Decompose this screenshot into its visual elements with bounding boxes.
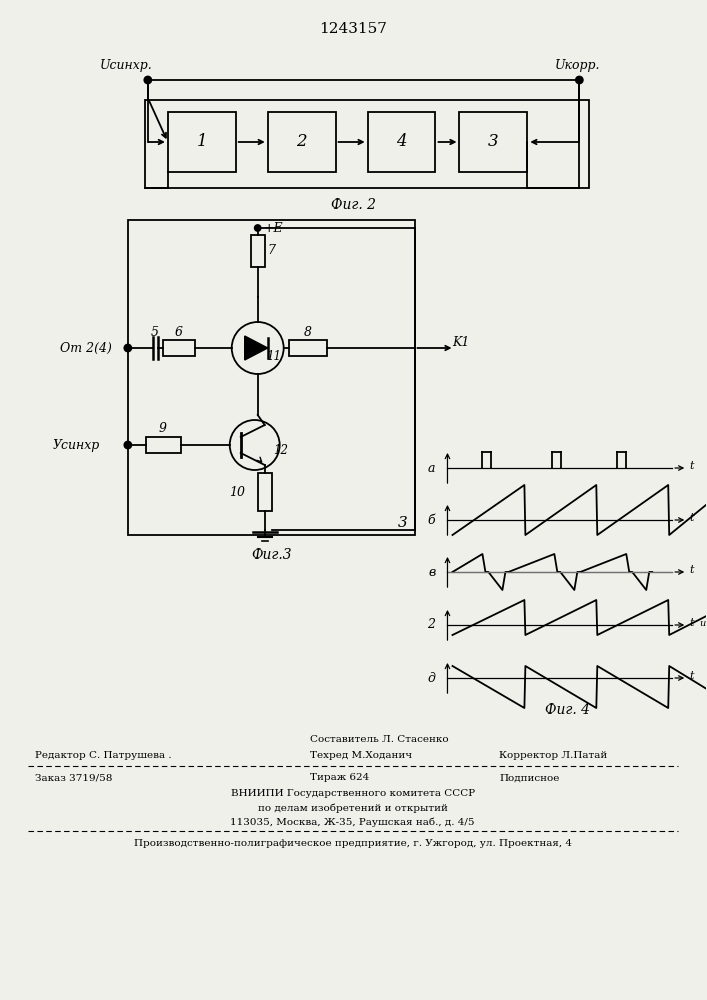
- Text: Фиг. 4: Фиг. 4: [545, 703, 590, 717]
- Bar: [368, 112, 436, 172]
- Polygon shape: [245, 336, 268, 360]
- Circle shape: [144, 77, 151, 84]
- Text: 2: 2: [296, 133, 307, 150]
- Text: 4: 4: [396, 133, 407, 150]
- Bar: [460, 112, 527, 172]
- Circle shape: [575, 77, 583, 84]
- Text: 9: 9: [159, 422, 167, 436]
- Text: Редактор С. Патрушева .: Редактор С. Патрушева .: [35, 752, 172, 760]
- Bar: [145, 100, 590, 188]
- Text: t: t: [689, 565, 694, 575]
- Text: 2: 2: [428, 618, 436, 632]
- Text: Тираж 624: Тираж 624: [310, 774, 369, 782]
- Text: 1: 1: [197, 133, 207, 150]
- Text: Фиг. 2: Фиг. 2: [331, 198, 375, 212]
- Text: Uсинхр.: Uсинхр.: [100, 58, 153, 72]
- Text: Uкорр.: Uкорр.: [554, 58, 600, 72]
- Text: 10: 10: [228, 486, 245, 498]
- Text: t: t: [689, 461, 694, 471]
- Text: Производственно-полиграфическое предприятие, г. Ужгород, ул. Проектная, 4: Производственно-полиграфическое предприя…: [134, 838, 571, 848]
- Text: Подписное: Подписное: [499, 774, 560, 782]
- Text: K1: K1: [452, 336, 470, 350]
- Text: a: a: [428, 462, 436, 475]
- Bar: [251, 235, 264, 267]
- Text: Заказ 3719/58: Заказ 3719/58: [35, 774, 112, 782]
- Text: по делам изобретений и открытий: по делам изобретений и открытий: [257, 803, 448, 813]
- Text: 11: 11: [266, 350, 281, 362]
- Text: t: t: [689, 513, 694, 523]
- Text: Техред М.Ходанич: Техред М.Ходанич: [310, 752, 411, 760]
- Text: От 2(4): От 2(4): [60, 342, 112, 355]
- Text: Усинхр: Усинхр: [53, 438, 100, 452]
- Text: 12: 12: [273, 444, 288, 456]
- Text: 8: 8: [303, 326, 312, 340]
- Text: t: t: [689, 671, 694, 681]
- Text: 3: 3: [488, 133, 498, 150]
- Text: б: б: [428, 514, 436, 526]
- Bar: [288, 340, 327, 356]
- Text: в: в: [428, 566, 436, 578]
- Circle shape: [124, 344, 132, 352]
- Bar: [168, 112, 235, 172]
- Text: 113035, Москва, Ж-35, Раушская наб., д. 4/5: 113035, Москва, Ж-35, Раушская наб., д. …: [230, 817, 475, 827]
- Text: д: д: [428, 672, 436, 684]
- Text: 7: 7: [268, 244, 276, 257]
- Text: ВНИИПИ Государственного комитета СССР: ВНИИПИ Государственного комитета СССР: [230, 790, 474, 798]
- Bar: [268, 112, 336, 172]
- Text: Фиг.3: Фиг.3: [251, 548, 291, 562]
- Circle shape: [255, 225, 261, 231]
- Text: 3: 3: [397, 516, 407, 530]
- Text: Корректор Л.Патай: Корректор Л.Патай: [499, 752, 608, 760]
- Circle shape: [124, 442, 132, 448]
- Text: Составитель Л. Стасенко: Составитель Л. Стасенко: [310, 736, 448, 744]
- Bar: [146, 437, 181, 453]
- Bar: [163, 340, 194, 356]
- Text: 6: 6: [175, 326, 183, 338]
- Text: 5: 5: [151, 326, 159, 340]
- Bar: [128, 220, 414, 535]
- Text: u: u: [699, 618, 706, 628]
- Bar: [257, 473, 271, 511]
- Text: 1243157: 1243157: [319, 22, 387, 36]
- Text: +E: +E: [264, 222, 284, 234]
- Text: t: t: [689, 618, 694, 628]
